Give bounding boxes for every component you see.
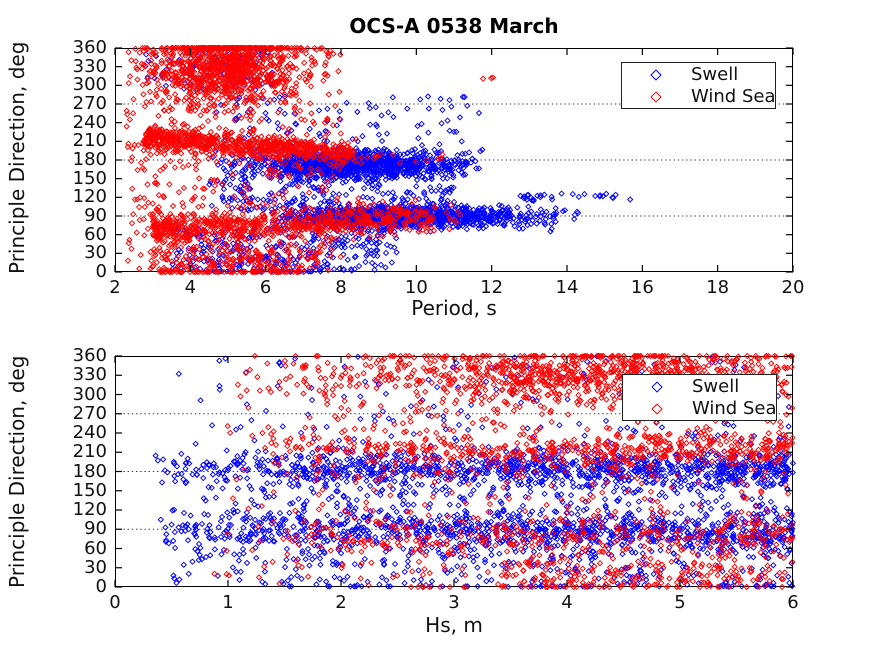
x-tick-label: 10	[404, 277, 428, 298]
swell-diamond-icon	[651, 380, 663, 393]
x-tick-label: 18	[706, 277, 730, 298]
page-title: OCS-A 0538 March	[349, 14, 559, 38]
legend-item-swell: Swell	[623, 376, 776, 398]
y-tick-label: 90	[84, 518, 107, 540]
x-tick-label: 2	[335, 592, 347, 613]
y-tick-label: 60	[84, 223, 107, 245]
bottom-legend: Swell Wind Sea	[622, 374, 777, 421]
y-tick-label: 300	[72, 74, 107, 96]
y-tick-label: 30	[84, 242, 107, 264]
bottom-x-axis-label: Hs, m	[425, 613, 483, 637]
x-tick-label: 14	[555, 277, 579, 298]
swell-diamond-icon	[650, 68, 662, 81]
x-tick-label: 0	[109, 592, 121, 613]
y-tick-label: 180	[72, 460, 107, 482]
x-tick-label: 20	[781, 277, 805, 298]
wind-sea-diamond-icon	[650, 90, 662, 103]
y-tick-label: 270	[72, 402, 107, 424]
y-tick-label: 360	[72, 37, 107, 58]
bottom-y-axis-label: Principle Direction, deg	[5, 355, 29, 589]
y-tick-label: 210	[72, 441, 107, 463]
x-tick-label: 8	[335, 277, 347, 298]
x-tick-label: 3	[448, 592, 460, 613]
y-tick-label: 360	[72, 345, 107, 366]
x-tick-label: 2	[109, 277, 121, 298]
y-tick-label: 90	[84, 205, 107, 226]
legend-item-wind-sea: Wind Sea	[622, 86, 776, 108]
y-tick-label: 180	[72, 149, 107, 170]
y-tick-label: 210	[72, 130, 107, 152]
top-plot-area: Swell Wind Sea	[110, 43, 798, 277]
legend-label-swell: Swell	[691, 64, 739, 85]
x-tick-label: 6	[787, 592, 799, 613]
top-x-axis-label: Period, s	[411, 296, 497, 320]
x-tick-label: 5	[674, 592, 686, 613]
x-tick-label: 6	[259, 277, 272, 298]
wind-sea-diamond-icon	[651, 402, 663, 415]
x-tick-label: 4	[561, 592, 573, 613]
top-legend: Swell Wind Sea	[621, 62, 776, 109]
y-tick-label: 240	[72, 422, 107, 443]
legend-label-swell: Swell	[692, 376, 740, 397]
x-tick-label: 1	[222, 592, 234, 613]
legend-item-wind-sea: Wind Sea	[623, 398, 777, 420]
y-tick-label: 150	[72, 479, 107, 501]
y-tick-label: 0	[95, 261, 107, 282]
y-tick-label: 60	[84, 537, 107, 559]
y-tick-label: 120	[72, 186, 107, 208]
y-tick-label: 330	[72, 55, 107, 77]
legend-label-wind-sea: Wind Sea	[691, 86, 776, 107]
y-tick-label: 150	[72, 167, 107, 189]
legend-label-wind-sea: Wind Sea	[692, 398, 777, 419]
x-tick-label: 12	[480, 277, 504, 298]
y-tick-label: 330	[72, 364, 107, 386]
y-tick-label: 270	[72, 93, 107, 114]
y-tick-label: 30	[84, 556, 107, 578]
y-tick-label: 120	[72, 499, 107, 520]
legend-item-swell: Swell	[622, 64, 775, 86]
x-tick-label: 4	[184, 277, 197, 298]
y-tick-label: 0	[95, 576, 107, 597]
y-tick-label: 240	[72, 111, 107, 133]
y-tick-label: 300	[72, 383, 107, 405]
bottom-plot-area: Swell Wind Sea	[110, 351, 798, 592]
x-tick-label: 16	[630, 277, 654, 298]
top-y-axis-label: Principle Direction, deg	[5, 41, 29, 275]
